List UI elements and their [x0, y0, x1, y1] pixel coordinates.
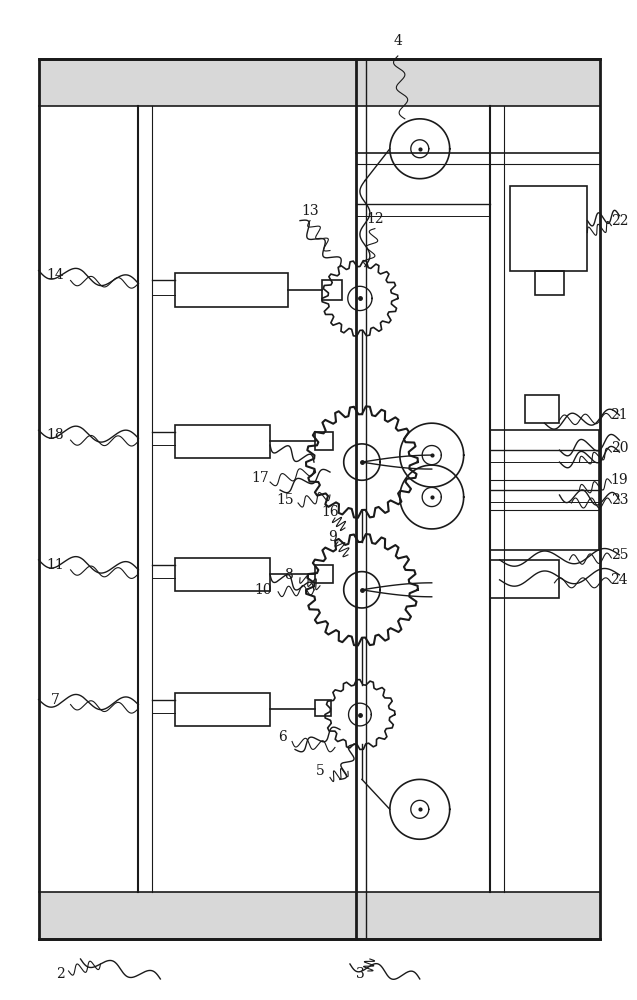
Text: 5: 5 — [315, 764, 324, 778]
Text: 13: 13 — [301, 204, 319, 218]
Text: 8: 8 — [283, 568, 292, 582]
Text: 22: 22 — [611, 214, 628, 228]
Text: 21: 21 — [610, 408, 628, 422]
Text: 10: 10 — [254, 583, 272, 597]
Bar — [175, 693, 270, 726]
Text: 16: 16 — [321, 505, 339, 519]
Text: 11: 11 — [47, 558, 64, 572]
Bar — [510, 186, 587, 271]
Text: 20: 20 — [611, 441, 628, 455]
Text: 24: 24 — [610, 573, 628, 587]
Text: 17: 17 — [251, 471, 269, 485]
Bar — [534, 271, 564, 295]
Text: 18: 18 — [47, 428, 64, 442]
Bar — [175, 273, 288, 307]
Bar — [39, 59, 601, 939]
Bar — [175, 425, 270, 458]
Text: 2: 2 — [56, 967, 65, 981]
Text: 14: 14 — [47, 268, 64, 282]
Bar — [315, 565, 333, 583]
Bar — [175, 558, 270, 591]
Bar — [315, 432, 333, 450]
Text: 23: 23 — [611, 493, 628, 507]
Text: 3: 3 — [355, 967, 364, 981]
Bar — [490, 430, 599, 550]
Bar — [490, 560, 559, 598]
Text: 4: 4 — [394, 34, 402, 48]
Text: 15: 15 — [276, 493, 294, 507]
Text: 6: 6 — [278, 730, 287, 744]
Text: 9: 9 — [329, 530, 338, 544]
Text: 19: 19 — [610, 473, 628, 487]
Bar — [524, 395, 559, 423]
Text: 12: 12 — [366, 212, 383, 226]
Text: 7: 7 — [51, 693, 60, 707]
Bar — [39, 59, 601, 106]
Bar — [315, 700, 331, 716]
Bar — [322, 280, 342, 300]
Bar — [39, 892, 601, 939]
Text: 25: 25 — [611, 548, 628, 562]
